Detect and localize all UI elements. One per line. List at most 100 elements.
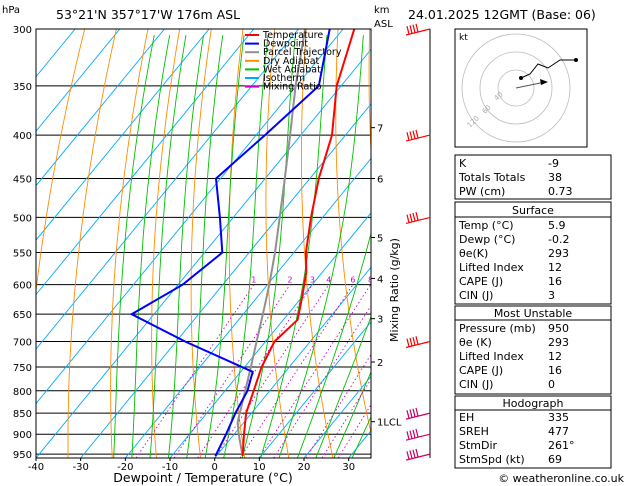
surface-title: Surface [512, 204, 554, 217]
legend-label: Dewpoint [263, 39, 308, 50]
index-pw-value: 0.73 [548, 185, 573, 198]
hodograph-frame [454, 28, 588, 148]
isotherm-line [36, 29, 165, 187]
km-tick-label: 3 [377, 315, 383, 326]
storm-motion-arrow-icon [540, 79, 548, 85]
wet-adiabat-line [149, 35, 187, 458]
background-lines: 12346810162025 [36, 29, 451, 458]
datetime-title: 24.01.2025 12GMT (Base: 06) [408, 7, 596, 22]
index-pw-label: PW (cm) [459, 185, 505, 198]
pressure-tick-label: 850 [13, 409, 32, 420]
surface-row-value: 3 [548, 289, 555, 302]
hodograph-ring-label-2: 60 [481, 103, 493, 115]
legend-label: Temperature [262, 30, 323, 41]
x-tick-label: 20 [298, 462, 311, 473]
wind-barb-flag [415, 428, 419, 438]
legend-label: Isotherm [263, 73, 305, 84]
x-tick-label: -10 [162, 462, 178, 473]
index-k-value: -9 [548, 157, 559, 170]
mixing-ratio-label: 25 [441, 276, 451, 285]
km-tick-label: 6 [377, 175, 383, 186]
profile-lines [129, 29, 356, 457]
hodograph-table-box [454, 395, 612, 469]
most-unstable-row-value: 16 [548, 364, 562, 377]
mixing-ratio-label: 2 [287, 276, 292, 285]
indices-box [454, 154, 612, 200]
wind-barb-flag [415, 129, 419, 139]
most-unstable-row-label: CIN (J) [459, 378, 493, 391]
wind-barb-flag [412, 408, 416, 417]
surface-row-label: Dewp (°C) [459, 233, 515, 246]
dry-adiabat-line [335, 29, 371, 435]
location-title: 53°21'N 357°17'W 176m ASL [56, 7, 240, 22]
isotherm-line [80, 103, 371, 458]
mixing-ratio-label: 16 [410, 276, 420, 285]
wind-barbs [405, 23, 431, 461]
wet-adiabat-line [278, 35, 364, 458]
surface-row-value: 293 [548, 247, 569, 260]
wind-barb-flag [406, 26, 410, 35]
most-unstable-row-value: 293 [548, 336, 569, 349]
mixing-ratio-line [173, 284, 291, 458]
wind-barb-flag [409, 337, 413, 347]
wet-adiabat-line [296, 231, 371, 458]
surface-row-value: 16 [548, 275, 562, 288]
wet-adiabat-line [333, 370, 371, 458]
index-k-label: K [459, 157, 467, 170]
pressure-tick-label: 350 [13, 82, 32, 93]
x-tick-label: -40 [28, 462, 44, 473]
index-tt-label: Totals Totals [458, 171, 526, 184]
wind-barb-flag [415, 23, 419, 32]
surface-row-label: CAPE (J) [459, 275, 503, 288]
wind-barb-flag [409, 430, 413, 439]
wind-barb-icon [405, 433, 431, 441]
surface-row-value: -0.2 [548, 233, 569, 246]
x-tick-label: -20 [117, 462, 133, 473]
wet-adiabat-line [186, 35, 224, 458]
wind-barb-icon [405, 216, 431, 224]
hodograph-ring-2 [479, 51, 553, 125]
wind-barb-icon [405, 134, 431, 142]
mixing-ratio-line [273, 304, 371, 458]
dry-adiabat-line [190, 29, 212, 458]
legend-label: Parcel Trajectory [263, 47, 342, 58]
surface-row-value: 12 [548, 261, 562, 274]
isotherm-line [36, 48, 371, 458]
temperature-line [241, 29, 356, 457]
hodograph-ring-1 [497, 69, 535, 107]
pressure-tick-label: 550 [13, 249, 32, 260]
wind-barb-icon [405, 28, 431, 36]
surface-row-label: Lifted Index [459, 261, 524, 274]
pressure-tick-label: 450 [13, 175, 32, 186]
hodograph-table-title: Hodograph [503, 397, 564, 410]
dewpoint-line [129, 29, 331, 457]
wind-barb-flag [406, 431, 410, 440]
most-unstable-row-label: CAPE (J) [459, 364, 503, 377]
pressure-tick-label: 950 [13, 450, 32, 461]
mixing-ratio-label: 8 [368, 276, 373, 285]
hodograph-unit-label: kt [459, 33, 468, 43]
mixing-ratio-line [135, 284, 255, 458]
most-unstable-row-label: θe (K) [459, 336, 492, 349]
hodograph-row-label: SREH [459, 425, 489, 438]
pressure-tick-label: 500 [13, 213, 32, 224]
wind-barb-flag [406, 451, 410, 460]
pressure-tick-label: 750 [13, 363, 32, 374]
dry-adiabat-line [110, 29, 149, 458]
wind-barb-flag [406, 132, 410, 141]
mixing-ratio-line [239, 284, 354, 458]
wind-barb-icon [405, 412, 431, 420]
wind-barb-flag [415, 407, 419, 417]
km-unit-label: km [374, 5, 390, 16]
surface-row-value: 5.9 [548, 219, 566, 232]
wind-barb-flag [412, 130, 416, 139]
hodograph-row-label: EH [459, 411, 474, 424]
mixing-ratio-label: 6 [350, 276, 355, 285]
wind-barb-flag [409, 131, 413, 140]
most-unstable-row-value: 12 [548, 350, 562, 363]
isotherm-line [258, 321, 371, 458]
wind-barb-flag [412, 212, 416, 222]
wet-adiabat-line [241, 35, 296, 458]
